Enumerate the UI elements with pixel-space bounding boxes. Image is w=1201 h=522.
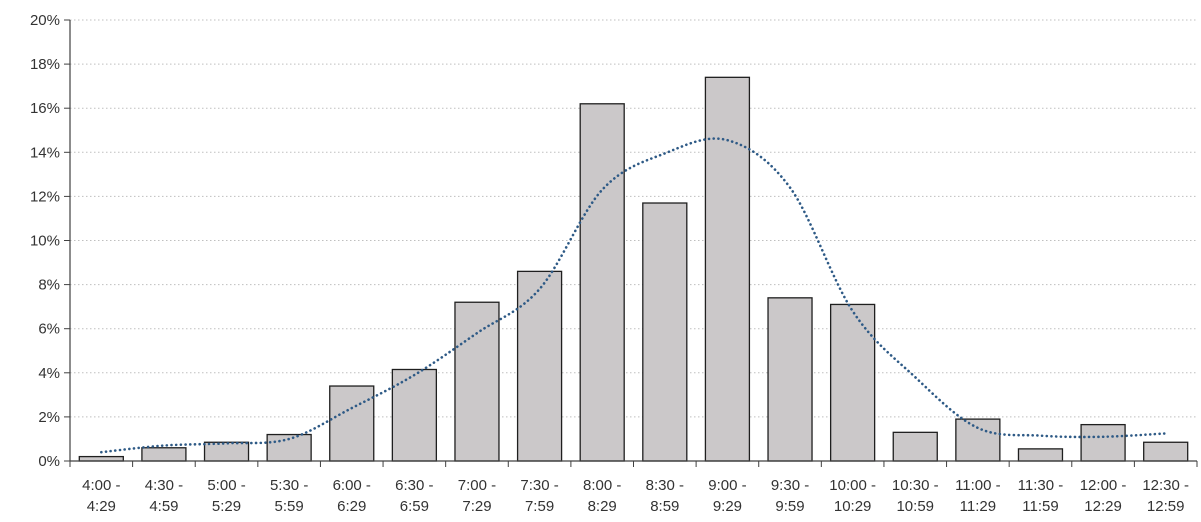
x-tick-label-end: 10:59 <box>896 498 934 515</box>
y-tick-label: 6% <box>38 321 60 338</box>
y-tick-label: 16% <box>30 100 60 117</box>
x-tick-label-start: 8:30 - <box>646 477 684 494</box>
y-tick-label: 2% <box>38 409 60 426</box>
x-tick-label-end: 7:59 <box>525 498 554 515</box>
bar <box>329 385 375 462</box>
x-tick-label-start: 6:00 - <box>333 477 371 494</box>
x-tick-label-start: 12:00 - <box>1080 477 1127 494</box>
y-tick-label: 18% <box>30 56 60 73</box>
x-tick-label-end: 4:29 <box>87 498 116 515</box>
x-tick-label-start: 7:30 - <box>520 477 558 494</box>
x-tick-label-end: 11:59 <box>1022 498 1058 515</box>
x-tick-label-start: 9:30 - <box>771 477 809 494</box>
y-tick-label: 8% <box>38 277 60 294</box>
axes <box>64 19 1198 467</box>
x-tick-label-end: 8:59 <box>650 498 679 515</box>
x-tick-label-start: 4:00 - <box>82 477 120 494</box>
x-tick-label-end: 11:29 <box>960 498 996 515</box>
bars <box>78 76 1189 462</box>
x-tick-label-end: 5:59 <box>275 498 304 515</box>
x-tick-label-start: 8:00 - <box>583 477 621 494</box>
x-tick-label-end: 12:29 <box>1084 498 1122 515</box>
x-tick-label-end: 9:59 <box>775 498 804 515</box>
x-tick-label-start: 6:30 - <box>395 477 433 494</box>
bar <box>892 431 938 462</box>
bar <box>1143 441 1189 462</box>
trendline-layer <box>100 137 1167 454</box>
x-tick-label-start: 4:30 - <box>145 477 183 494</box>
x-tick-label-start: 5:30 - <box>270 477 308 494</box>
y-tick-label: 20% <box>30 12 60 29</box>
x-tick-label-start: 10:00 - <box>829 477 876 494</box>
bar <box>516 270 563 462</box>
y-tick-label: 10% <box>30 233 60 250</box>
bar <box>391 368 438 462</box>
x-tick-label-start: 7:00 - <box>458 477 496 494</box>
x-tick-label-end: 9:29 <box>713 498 742 515</box>
x-tick-label-start: 10:30 - <box>892 477 939 494</box>
bar <box>1017 448 1064 462</box>
x-tick-label-start: 5:00 - <box>207 477 245 494</box>
x-tick-label-start: 9:00 - <box>708 477 746 494</box>
x-tick-label-start: 11:00 - <box>955 477 1001 494</box>
bar <box>454 301 500 462</box>
bar <box>767 297 813 462</box>
y-tick-labels: 0% 2% 4% 6% 8% 10% 12% 14% 16% 18% 20% <box>30 12 60 470</box>
bar <box>203 441 250 462</box>
x-tick-label-start: 12:30 - <box>1142 477 1189 494</box>
bar <box>955 418 1001 462</box>
trendline <box>100 137 1167 454</box>
x-tick-label-end: 6:59 <box>400 498 429 515</box>
x-tick-label-end: 4:59 <box>149 498 178 515</box>
y-tick-label: 4% <box>38 365 60 382</box>
x-tick-labels: 4:00 - 4:29 4:30 - 4:59 5:00 - 5:29 5:30 - 5:59… <box>82 477 1189 515</box>
grid-lines <box>70 19 1197 418</box>
y-tick-label: 0% <box>38 453 60 470</box>
y-tick-label: 14% <box>30 144 60 161</box>
bar <box>704 76 751 462</box>
bar <box>141 447 187 462</box>
x-tick-label-end: 8:29 <box>588 498 617 515</box>
x-tick-label-end: 10:29 <box>834 498 872 515</box>
bar <box>78 455 124 462</box>
bar <box>1080 423 1126 462</box>
x-tick-label-end: 7:29 <box>462 498 491 515</box>
bar <box>829 303 876 462</box>
x-tick-label-end: 6:29 <box>337 498 366 515</box>
x-tick-label-end: 12:59 <box>1147 498 1185 515</box>
x-tick-label-start: 11:30 - <box>1018 477 1064 494</box>
bar <box>642 202 688 462</box>
bar <box>579 103 625 462</box>
y-tick-label: 12% <box>30 188 60 205</box>
x-tick-label-end: 5:29 <box>212 498 241 515</box>
